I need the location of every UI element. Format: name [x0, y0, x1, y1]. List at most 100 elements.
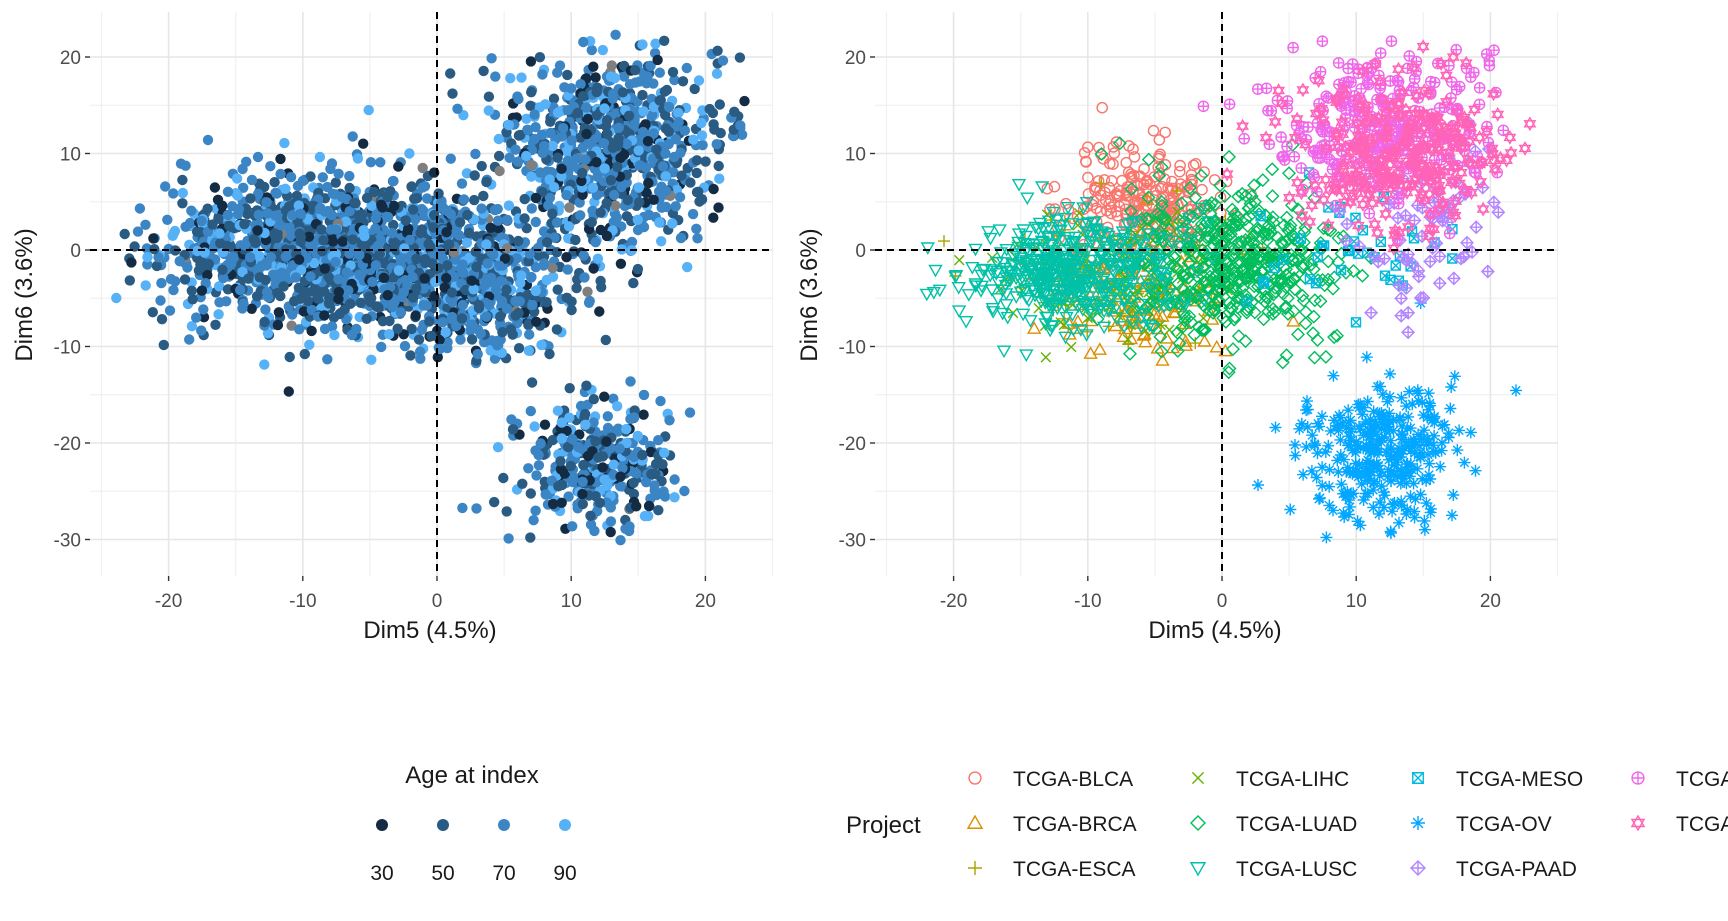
data-point	[214, 297, 225, 308]
data-point	[555, 456, 566, 467]
data-point	[610, 108, 621, 119]
data-point	[561, 189, 572, 201]
data-point	[1384, 367, 1396, 380]
data-point	[418, 300, 429, 311]
data-point	[440, 327, 451, 338]
data-point	[466, 319, 478, 330]
data-point	[623, 110, 635, 122]
data-point	[357, 209, 368, 220]
data-point	[265, 252, 277, 263]
data-point	[529, 421, 540, 432]
data-point	[252, 225, 263, 236]
data-point	[272, 287, 283, 299]
data-point	[639, 510, 651, 522]
data-point	[564, 202, 575, 213]
x-tick-label: 10	[561, 591, 582, 612]
data-point	[1320, 531, 1333, 544]
data-point	[655, 95, 666, 106]
data-point	[279, 137, 290, 149]
data-point	[411, 193, 423, 204]
data-point	[541, 237, 553, 248]
data-point	[575, 79, 586, 90]
data-point	[556, 497, 567, 508]
data-point	[168, 284, 179, 296]
data-point	[478, 65, 489, 77]
data-point	[496, 296, 508, 307]
data-point	[476, 160, 487, 172]
data-point	[1464, 426, 1477, 439]
data-point	[1354, 519, 1367, 532]
data-point	[1265, 189, 1280, 204]
data-point	[938, 235, 950, 248]
data-point	[535, 438, 546, 449]
data-point	[534, 167, 546, 178]
data-point	[469, 170, 480, 181]
data-point	[610, 200, 621, 211]
data-point	[617, 463, 628, 474]
data-point	[599, 103, 610, 114]
data-point	[717, 55, 729, 66]
data-point	[399, 243, 410, 254]
data-point	[407, 272, 418, 283]
data-point	[599, 163, 610, 174]
data-point	[516, 72, 527, 83]
data-point	[613, 423, 624, 434]
data-point	[1414, 488, 1427, 501]
x-axis-label: Dim5 (4.5%)	[363, 617, 496, 644]
data-point	[479, 336, 490, 348]
data-point	[328, 312, 340, 323]
data-point	[675, 147, 686, 158]
data-point	[214, 228, 225, 239]
data-point	[221, 240, 233, 251]
data-point	[1040, 352, 1052, 363]
data-point	[565, 460, 577, 472]
data-point	[140, 280, 151, 291]
data-point	[322, 181, 333, 193]
data-point	[377, 316, 389, 327]
data-point	[404, 148, 415, 159]
data-point	[1390, 260, 1401, 271]
data-point	[594, 497, 606, 508]
data-point	[196, 215, 207, 227]
data-point	[589, 525, 600, 537]
data-point	[540, 489, 551, 500]
data-point	[496, 347, 507, 358]
data-point	[566, 135, 577, 146]
y-tick-label: -30	[54, 531, 81, 552]
data-point	[466, 275, 478, 286]
data-point	[555, 464, 567, 475]
data-point	[525, 532, 536, 543]
data-point	[448, 271, 460, 282]
data-point	[218, 272, 229, 284]
data-point	[638, 409, 649, 420]
data-point	[653, 435, 664, 446]
data-point	[696, 130, 708, 141]
data-point	[601, 230, 613, 242]
data-point	[195, 259, 206, 270]
data-point	[583, 297, 595, 308]
data-point	[372, 240, 384, 251]
data-point	[1434, 460, 1447, 473]
data-point	[1096, 101, 1108, 114]
data-point	[577, 189, 588, 200]
data-point	[713, 202, 724, 213]
data-point	[691, 223, 702, 234]
data-point	[363, 104, 374, 116]
data-point	[715, 127, 726, 139]
data-point	[168, 188, 179, 199]
x-tick-label: 20	[695, 591, 716, 612]
data-point	[417, 182, 428, 193]
data-point	[951, 305, 967, 319]
data-point	[1310, 471, 1323, 484]
data-point	[456, 313, 468, 324]
data-point	[388, 219, 399, 231]
data-point	[1458, 456, 1471, 469]
data-point	[1308, 437, 1321, 450]
data-point	[186, 321, 198, 332]
data-point	[457, 299, 469, 311]
data-point	[373, 302, 384, 313]
data-point	[457, 502, 468, 514]
data-point	[1343, 500, 1356, 513]
data-point	[711, 139, 722, 150]
